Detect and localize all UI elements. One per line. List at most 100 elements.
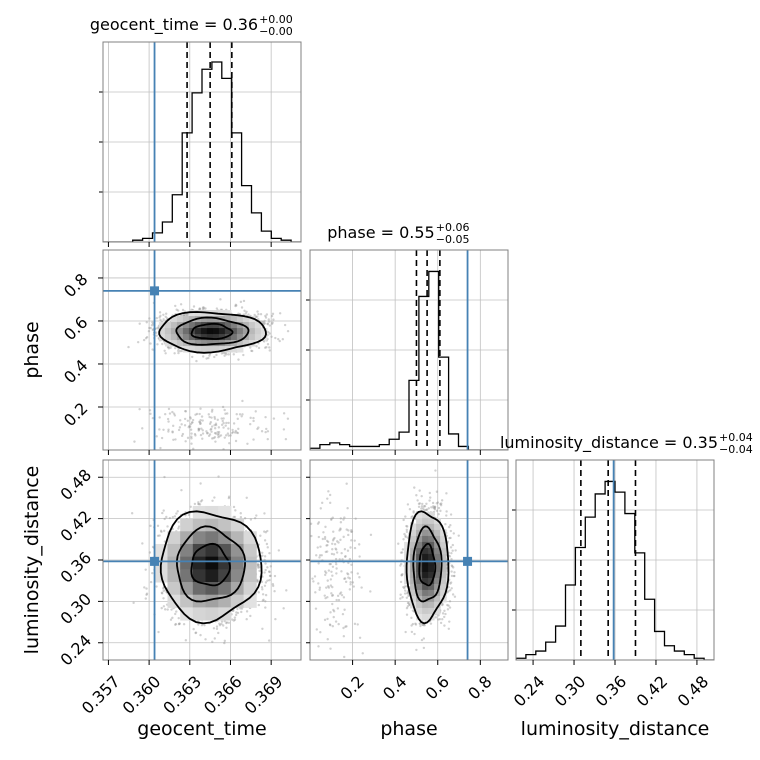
sample-point	[241, 413, 244, 416]
sample-point	[217, 432, 220, 436]
density-cell	[164, 340, 172, 347]
sample-point	[186, 436, 190, 440]
sample-point	[174, 346, 177, 350]
sample-point	[163, 517, 166, 521]
sample-point	[266, 322, 269, 325]
sample-point	[224, 352, 227, 355]
sample-point	[151, 545, 155, 549]
sample-point	[148, 409, 152, 412]
sample-point	[211, 408, 214, 412]
sample-point	[189, 417, 192, 420]
sample-point	[132, 601, 135, 605]
sample-point	[173, 352, 176, 355]
sample-point	[194, 434, 197, 437]
panel-frame	[309, 249, 509, 451]
sample-point	[234, 613, 238, 617]
sample-point	[264, 606, 267, 609]
sample-point	[249, 346, 252, 349]
density-cell	[176, 328, 184, 335]
density-cell	[224, 328, 232, 335]
density-cell	[236, 328, 244, 335]
sample-point	[216, 418, 219, 422]
sample-point	[219, 298, 222, 301]
histogram-phase	[310, 270, 508, 450]
sample-point	[232, 353, 235, 356]
sample-point	[271, 583, 275, 586]
sample-point	[222, 417, 225, 420]
density-cell	[236, 346, 244, 353]
sample-point	[261, 320, 265, 324]
sample-point	[213, 423, 216, 427]
sample-point	[180, 349, 183, 353]
density-cell	[218, 346, 226, 353]
density-cell	[194, 328, 202, 335]
sample-point	[193, 432, 197, 436]
sample-point	[177, 622, 181, 626]
sample-point	[212, 436, 215, 440]
sample-point	[213, 355, 216, 359]
sample-point	[282, 428, 286, 431]
density-cell	[170, 322, 178, 329]
sample-point	[197, 427, 201, 431]
sample-point	[265, 346, 268, 349]
sample-point	[245, 453, 247, 455]
density-cell	[182, 316, 190, 323]
sample-point	[220, 423, 224, 427]
sample-point	[208, 415, 211, 419]
sample-point	[142, 338, 146, 342]
sample-point	[236, 431, 240, 435]
sample-point	[198, 420, 201, 424]
sample-point	[268, 349, 271, 352]
sample-point	[249, 614, 252, 618]
sample-point	[144, 568, 147, 571]
sample-point	[200, 427, 203, 430]
sample-point	[223, 639, 227, 643]
sample-point	[133, 440, 136, 443]
sample-point	[210, 425, 214, 428]
density-cell	[206, 334, 214, 341]
sample-point	[224, 434, 228, 437]
sample-point	[192, 627, 195, 631]
sample-point	[191, 418, 195, 422]
sample-point	[257, 346, 261, 350]
sample-point	[225, 621, 229, 624]
density-cell	[188, 322, 196, 329]
sample-point	[227, 496, 231, 500]
density-cell	[230, 322, 238, 329]
sample-point	[207, 434, 211, 438]
sample-point	[215, 627, 219, 631]
density-cell	[164, 328, 172, 335]
sample-point	[261, 554, 264, 557]
sample-point	[213, 415, 216, 419]
density-cell	[164, 322, 172, 329]
sample-point	[162, 509, 165, 512]
sample-point	[199, 500, 203, 503]
sample-point	[189, 422, 193, 426]
density-cell	[242, 340, 250, 347]
sample-point	[190, 437, 193, 440]
sample-point	[151, 321, 154, 324]
sample-point	[264, 415, 267, 419]
panel-geocent_time-vs-luminosity_distance: 0.3570.3600.3630.3660.369geocent_time0.2…	[21, 459, 302, 740]
sample-point	[231, 431, 234, 435]
sample-point	[231, 430, 235, 434]
sample-point	[181, 432, 185, 436]
sample-point	[219, 434, 223, 437]
density-cell	[212, 328, 220, 335]
sample-point	[174, 612, 177, 616]
sample-point	[232, 609, 235, 612]
sample-point	[145, 335, 149, 339]
sample-point	[213, 431, 217, 435]
sample-point	[235, 304, 238, 307]
sample-point	[161, 342, 164, 346]
sample-point	[158, 416, 161, 419]
sample-point	[266, 437, 269, 441]
sample-point	[260, 580, 264, 584]
contour-0	[190, 322, 234, 340]
sample-point	[258, 566, 261, 569]
sample-point	[257, 591, 260, 594]
sample-point	[235, 413, 238, 416]
sample-point	[199, 407, 202, 410]
panel-geocent_time	[99, 41, 302, 247]
